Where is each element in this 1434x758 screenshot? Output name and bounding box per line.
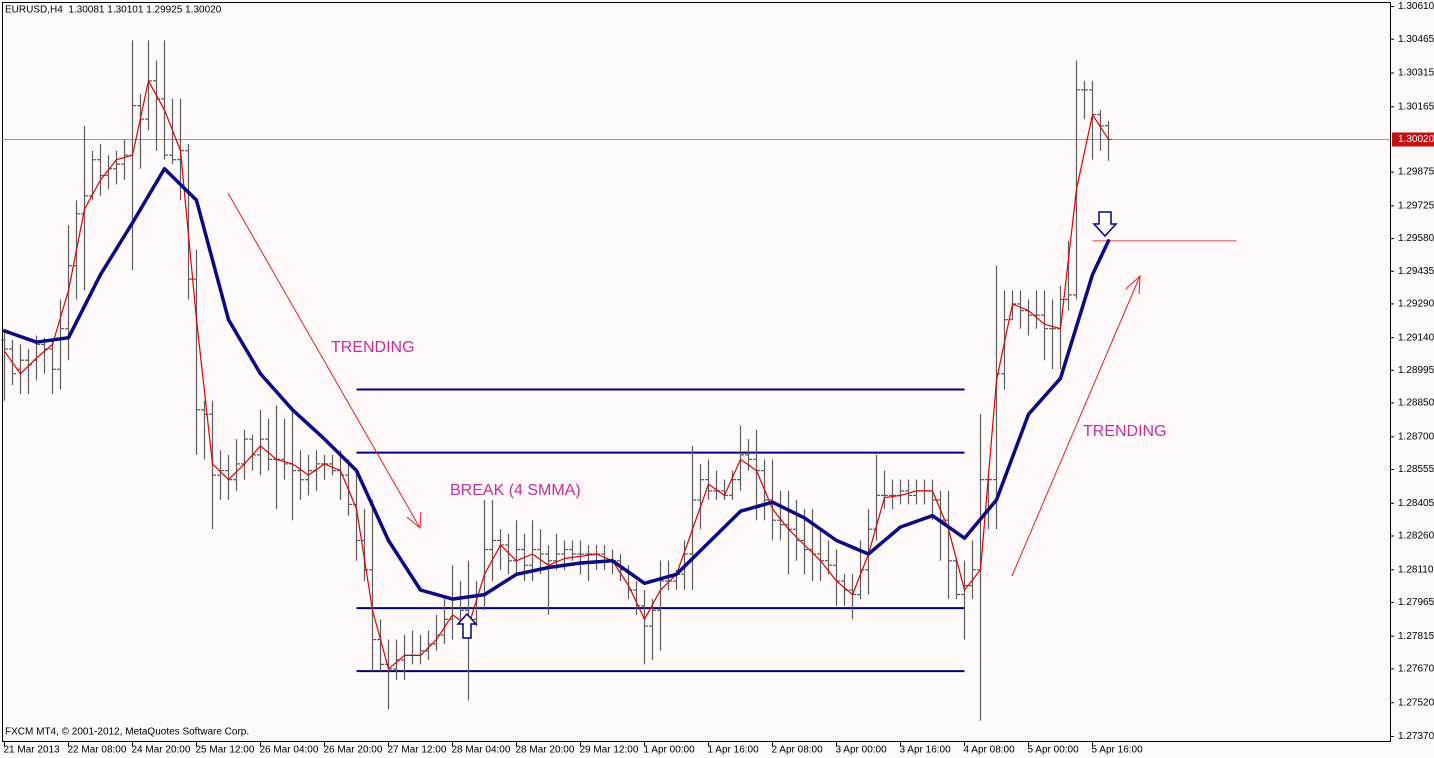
x-tick-label: 22 Mar 08:00 <box>68 745 127 756</box>
y-tick-label: 1.29580 <box>1398 233 1434 244</box>
fast-ma-line <box>3 80 1110 670</box>
price-label-box <box>1392 132 1434 147</box>
arrow-head <box>406 511 422 530</box>
y-tick-label: 1.29725 <box>1398 201 1434 212</box>
copyright: FXCM MT4, © 2001-2012, MetaQuotes Softwa… <box>5 727 249 738</box>
x-tick-label: 21 Mar 2013 <box>4 745 61 756</box>
x-tick-label: 25 Mar 12:00 <box>196 745 255 756</box>
x-tick-label: 5 Apr 16:00 <box>1092 745 1144 756</box>
y-tick-label: 1.28850 <box>1398 398 1434 409</box>
annotation: BREAK (4 SMMA) <box>450 482 581 499</box>
y-tick-label: 1.27670 <box>1398 664 1434 675</box>
y-tick-label: 1.29140 <box>1398 332 1434 343</box>
y-tick-label: 1.28700 <box>1398 431 1434 442</box>
x-tick-label: 3 Apr 00:00 <box>836 745 888 756</box>
y-tick-label: 1.30610 <box>1398 1 1434 12</box>
chart-title: EURUSD,H4 1.30081 1.30101 1.29925 1.3002… <box>5 5 222 16</box>
y-tick-label: 1.27370 <box>1398 731 1434 742</box>
x-tick-label: 4 Apr 08:00 <box>964 745 1016 756</box>
y-tick-label: 1.30165 <box>1398 101 1434 112</box>
y-tick-label: 1.28405 <box>1398 498 1434 509</box>
x-tick-label: 28 Mar 04:00 <box>452 745 511 756</box>
up-arrow <box>456 612 478 639</box>
y-tick-label: 1.29875 <box>1398 167 1434 178</box>
x-tick-label: 29 Mar 12:00 <box>580 745 639 756</box>
x-tick-label: 1 Apr 00:00 <box>644 745 696 756</box>
x-tick-label: 24 Mar 20:00 <box>132 745 191 756</box>
y-tick-label: 1.27965 <box>1398 597 1434 608</box>
x-tick-label: 26 Mar 20:00 <box>324 745 383 756</box>
y-tick-label: 1.29290 <box>1398 299 1434 310</box>
annotation: TRENDING <box>1083 423 1167 440</box>
x-tick-label: 3 Apr 16:00 <box>900 745 952 756</box>
trend-arrows <box>227 192 1141 577</box>
arrow-head <box>1125 274 1141 295</box>
price-label: 1.30020 <box>1398 134 1434 145</box>
y-tick-label: 1.29435 <box>1398 266 1434 277</box>
x-tick-label: 5 Apr 00:00 <box>1028 745 1080 756</box>
y-tick-label: 1.28260 <box>1398 531 1434 542</box>
y-tick-label: 1.30465 <box>1398 34 1434 45</box>
x-tick-label: 27 Mar 12:00 <box>388 745 447 756</box>
x-tick-label: 26 Mar 04:00 <box>260 745 319 756</box>
x-tick-label: 1 Apr 16:00 <box>708 745 760 756</box>
down-arrow <box>1092 211 1118 238</box>
trend-arrow <box>1011 275 1141 577</box>
x-tick-label: 28 Mar 20:00 <box>516 745 575 756</box>
slow-ma-line <box>2 166 1111 601</box>
y-tick-label: 1.28110 <box>1398 564 1434 575</box>
y-tick-label: 1.28555 <box>1398 464 1434 475</box>
annotation: TRENDING <box>331 339 415 356</box>
x-tick-label: 2 Apr 08:00 <box>772 745 824 756</box>
y-tick-label: 1.27520 <box>1398 697 1434 708</box>
y-tick-label: 1.28995 <box>1398 365 1434 376</box>
y-tick-label: 1.30315 <box>1398 68 1434 79</box>
plot-frame <box>2 2 1391 742</box>
trend-arrow <box>227 192 421 529</box>
y-tick-label: 1.27815 <box>1398 631 1434 642</box>
